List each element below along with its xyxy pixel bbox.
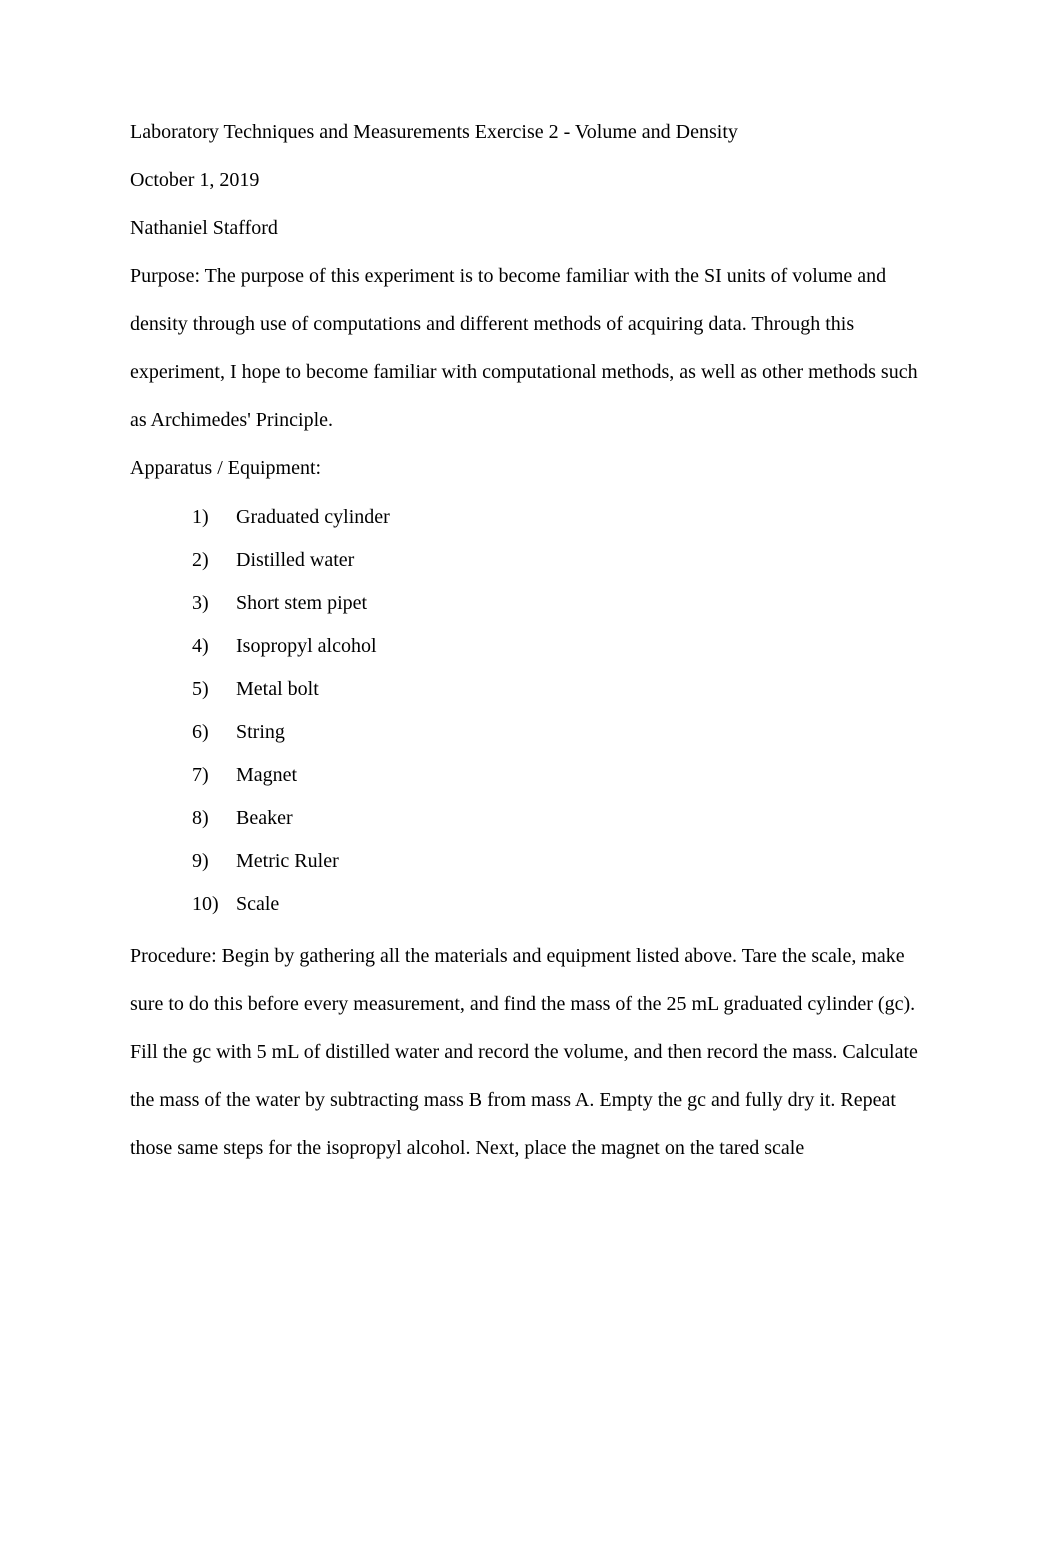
list-item: 9) Metric Ruler [192, 840, 932, 883]
list-item: 7) Magnet [192, 754, 932, 797]
list-item-number: 2) [192, 539, 228, 582]
list-item-number: 7) [192, 754, 228, 797]
list-item-number: 6) [192, 711, 228, 754]
procedure-label: Procedure: [130, 945, 217, 967]
list-item: 5) Metal bolt [192, 668, 932, 711]
document-author: Nathaniel Stafford [130, 204, 932, 252]
list-item-number: 1) [192, 496, 228, 539]
list-item-text: Metric Ruler [228, 840, 339, 883]
list-item-number: 9) [192, 840, 228, 883]
list-item: 1) Graduated cylinder [192, 496, 932, 539]
list-item: 4) Isopropyl alcohol [192, 625, 932, 668]
list-item-number: 5) [192, 668, 228, 711]
list-item-number: 10) [192, 883, 228, 926]
list-item-text: String [228, 711, 285, 754]
document-title: Laboratory Techniques and Measurements E… [130, 108, 932, 156]
list-item: 10) Scale [192, 883, 932, 926]
list-item: 3) Short stem pipet [192, 582, 932, 625]
purpose-label: Purpose: [130, 265, 200, 287]
list-item-number: 8) [192, 797, 228, 840]
list-item-text: Metal bolt [228, 668, 319, 711]
list-item-text: Distilled water [228, 539, 354, 582]
apparatus-list: 1) Graduated cylinder 2) Distilled water… [130, 496, 932, 926]
list-item-text: Graduated cylinder [228, 496, 390, 539]
apparatus-label: Apparatus / Equipment: [130, 444, 932, 492]
document-date: October 1, 2019 [130, 156, 932, 204]
list-item-number: 3) [192, 582, 228, 625]
list-item-text: Beaker [228, 797, 293, 840]
list-item: 6) String [192, 711, 932, 754]
purpose-text: The purpose of this experiment is to bec… [130, 265, 918, 431]
list-item-text: Isopropyl alcohol [228, 625, 377, 668]
purpose-section: Purpose: The purpose of this experiment … [130, 252, 932, 444]
list-item: 2) Distilled water [192, 539, 932, 582]
procedure-text: Begin by gathering all the materials and… [130, 945, 918, 1159]
list-item-text: Scale [228, 883, 279, 926]
list-item: 8) Beaker [192, 797, 932, 840]
list-item-text: Short stem pipet [228, 582, 367, 625]
list-item-text: Magnet [228, 754, 297, 797]
procedure-section: Procedure: Begin by gathering all the ma… [130, 932, 932, 1172]
list-item-number: 4) [192, 625, 228, 668]
